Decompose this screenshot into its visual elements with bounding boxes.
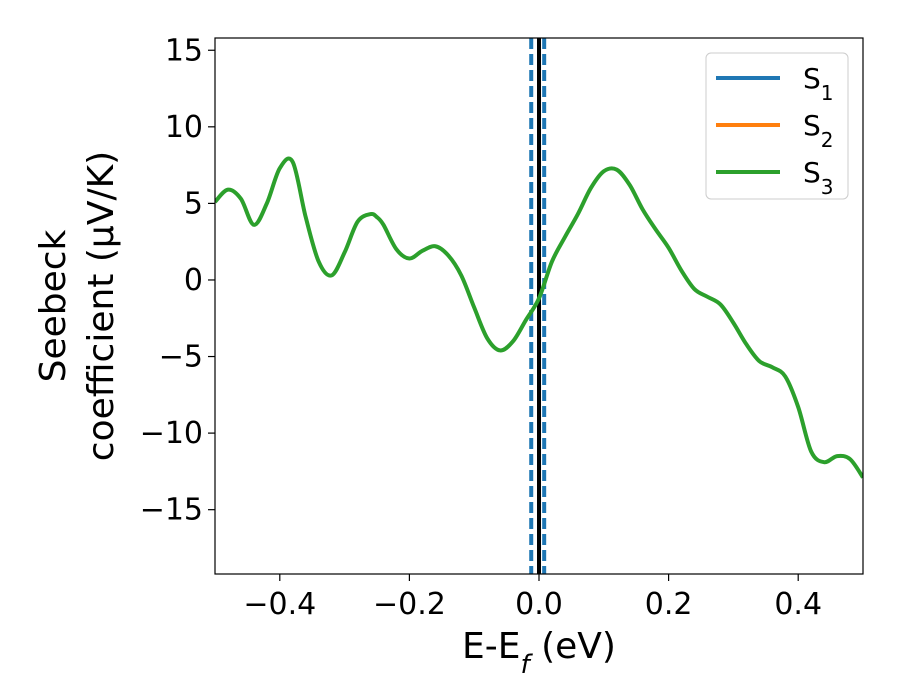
y-axis-label-line1: Seebeck xyxy=(33,229,74,382)
y-tick-label: 0 xyxy=(184,263,203,298)
x-tick-label: −0.4 xyxy=(243,587,316,622)
x-tick-label: 0.4 xyxy=(774,587,822,622)
y-axis-label: Seebeck coefficient (μV/K) xyxy=(33,151,122,461)
x-tick-label: 0.0 xyxy=(515,587,563,622)
y-axis-label-line2: coefficient (μV/K) xyxy=(81,151,122,461)
legend-label-3: S3 xyxy=(803,156,834,199)
series-line-3 xyxy=(215,156,863,479)
y-tick-label: −15 xyxy=(140,493,203,528)
y-tick-label: −5 xyxy=(159,340,203,375)
y-tick-label: −10 xyxy=(140,416,203,451)
x-axis-label: E-Ef (eV) xyxy=(462,626,616,680)
y-tick-label: 15 xyxy=(165,33,203,68)
x-tick-label: −0.2 xyxy=(373,587,446,622)
lines-layer xyxy=(215,38,863,574)
x-axis: −0.4 −0.2 0.0 0.2 0.4 xyxy=(243,574,822,622)
x-tick-label: 0.2 xyxy=(645,587,693,622)
legend-label-2: S2 xyxy=(803,109,834,152)
y-tick-label: 5 xyxy=(184,186,203,221)
y-tick-label: 10 xyxy=(165,110,203,145)
legend-label-1: S1 xyxy=(803,62,834,105)
y-axis: −15 −10 −5 0 5 10 15 xyxy=(140,33,215,528)
